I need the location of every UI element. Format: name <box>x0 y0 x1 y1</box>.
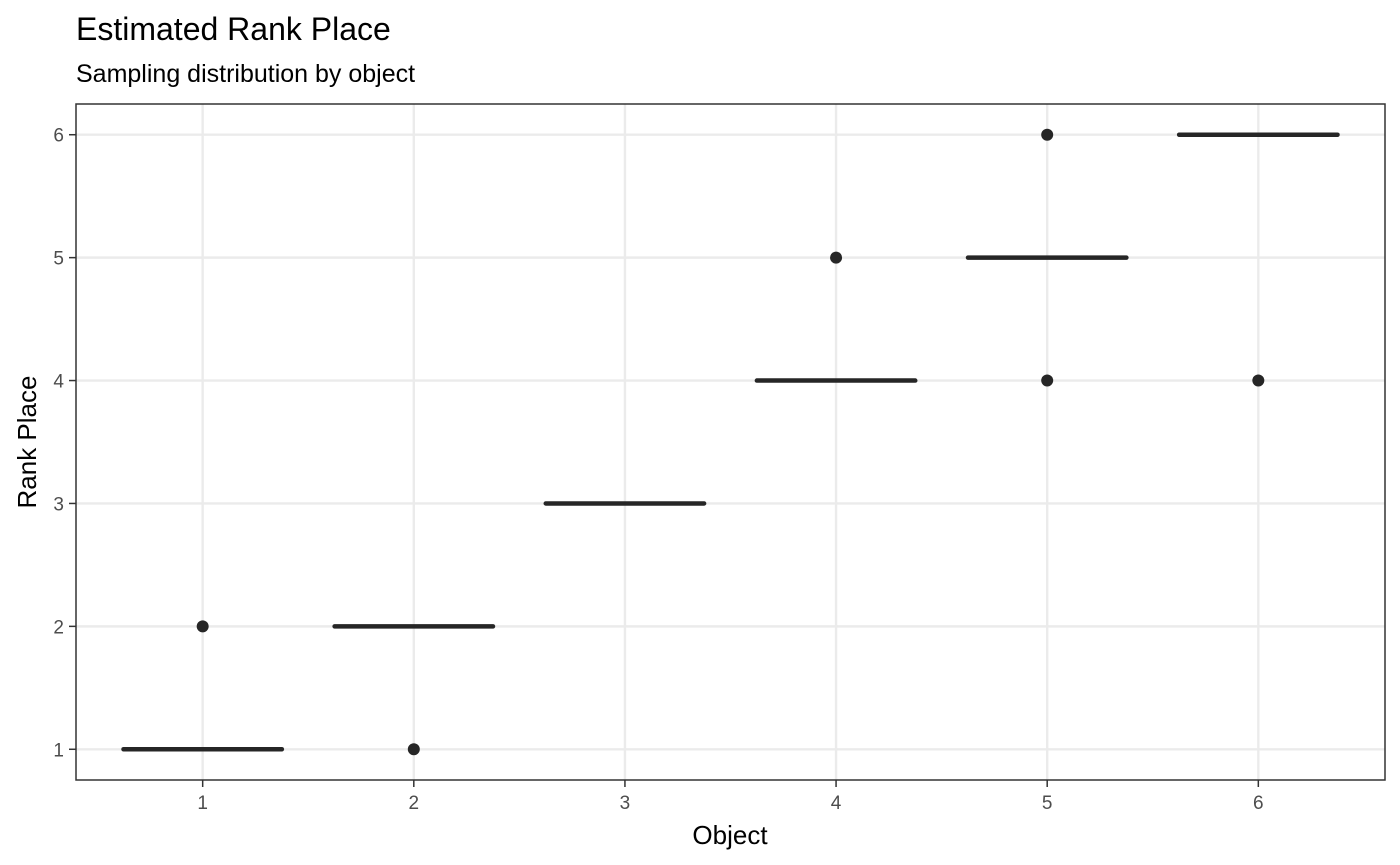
y-tick-label: 3 <box>53 494 64 515</box>
panel-border <box>75 103 1386 781</box>
y-tick-label: 2 <box>53 617 64 638</box>
box-2 <box>332 624 496 756</box>
outlier-point <box>196 620 209 633</box>
box-5 <box>965 128 1129 387</box>
plot-marks <box>121 128 1340 756</box>
chart-subtitle: Sampling distribution by object <box>76 60 415 88</box>
outlier-point <box>1041 128 1054 141</box>
outlier-point <box>407 743 420 756</box>
x-tick-label: 6 <box>1253 793 1264 814</box>
chart-title: Estimated Rank Place <box>76 11 391 47</box>
outlier-point <box>1252 374 1265 387</box>
x-tick-label: 2 <box>409 793 420 814</box>
box-4 <box>754 251 918 383</box>
box-6 <box>1176 132 1340 387</box>
axes: 1 2 3 4 5 6 1 2 3 4 5 6 <box>53 126 1263 814</box>
y-tick-label: 4 <box>53 372 64 393</box>
box-1 <box>121 620 285 752</box>
x-tick-label: 5 <box>1042 793 1053 814</box>
outlier-point <box>1041 374 1054 387</box>
y-tick-label: 6 <box>53 126 64 147</box>
x-tick-label: 1 <box>197 793 208 814</box>
y-tick-label: 1 <box>53 740 64 761</box>
x-tick-label: 4 <box>831 793 842 814</box>
x-axis-title: Object <box>692 820 768 850</box>
grid-lines <box>76 104 1385 780</box>
y-tick-label: 5 <box>53 249 64 270</box>
y-axis-title: Rank Place <box>12 376 42 509</box>
outlier-point <box>830 251 843 264</box>
x-tick-label: 3 <box>620 793 631 814</box>
